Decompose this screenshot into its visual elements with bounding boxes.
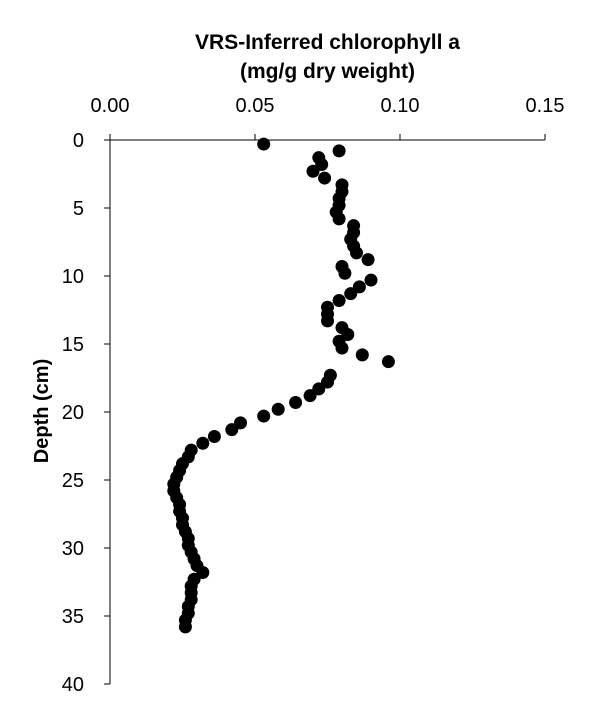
- y-tick-label: 40: [62, 674, 84, 696]
- data-point: [306, 164, 320, 178]
- y-tick-label: 10: [62, 266, 84, 288]
- data-point: [207, 429, 221, 443]
- x-tick-label: 0.15: [526, 95, 565, 117]
- chart-axes: 0.00 0.05 0.10 0.15 0 5 10 15 20 25 30 35 40 Depth (c…: [31, 95, 564, 696]
- y-tick-label: 5: [73, 198, 84, 220]
- data-point: [332, 293, 346, 307]
- x-tick-label: 0.00: [91, 95, 130, 117]
- data-point: [344, 287, 358, 301]
- data-point: [225, 423, 239, 437]
- data-point: [257, 137, 271, 151]
- data-point: [312, 382, 326, 396]
- data-point: [352, 280, 366, 294]
- y-tick-label: 15: [62, 334, 84, 356]
- y-tick-label: 25: [62, 470, 84, 492]
- data-point: [289, 395, 303, 409]
- data-point: [178, 620, 192, 634]
- x-tick-label: 0.05: [236, 95, 275, 117]
- data-point: [321, 314, 334, 328]
- data-point: [332, 212, 346, 226]
- data-point: [364, 273, 378, 287]
- data-point: [361, 253, 375, 267]
- data-point: [350, 246, 363, 260]
- chart-title-line-1: VRS-Inferred chlorophyll a: [195, 31, 460, 54]
- data-point: [321, 375, 334, 389]
- chart-title-line-2: (mg/g dry weight): [240, 60, 415, 83]
- data-point: [318, 171, 332, 185]
- data-point: [341, 327, 355, 341]
- data-point: [234, 416, 247, 430]
- data-point: [335, 341, 349, 355]
- y-tick-label: 35: [62, 606, 84, 628]
- data-point: [257, 409, 271, 423]
- data-point: [381, 355, 395, 369]
- data-point: [271, 402, 285, 416]
- x-tick-label: 0.10: [381, 95, 420, 117]
- data-point: [315, 157, 329, 171]
- data-point: [355, 348, 369, 362]
- y-tick-label: 30: [62, 538, 84, 560]
- data-point: [332, 144, 346, 158]
- y-axis-label: Depth (cm): [31, 359, 53, 463]
- y-tick-label: 20: [62, 402, 84, 424]
- data-point: [196, 565, 210, 579]
- data-point: [338, 266, 352, 280]
- data-points: [167, 137, 395, 634]
- data-point: [196, 436, 210, 450]
- data-point: [303, 389, 317, 403]
- y-tick-label: 0: [73, 130, 84, 152]
